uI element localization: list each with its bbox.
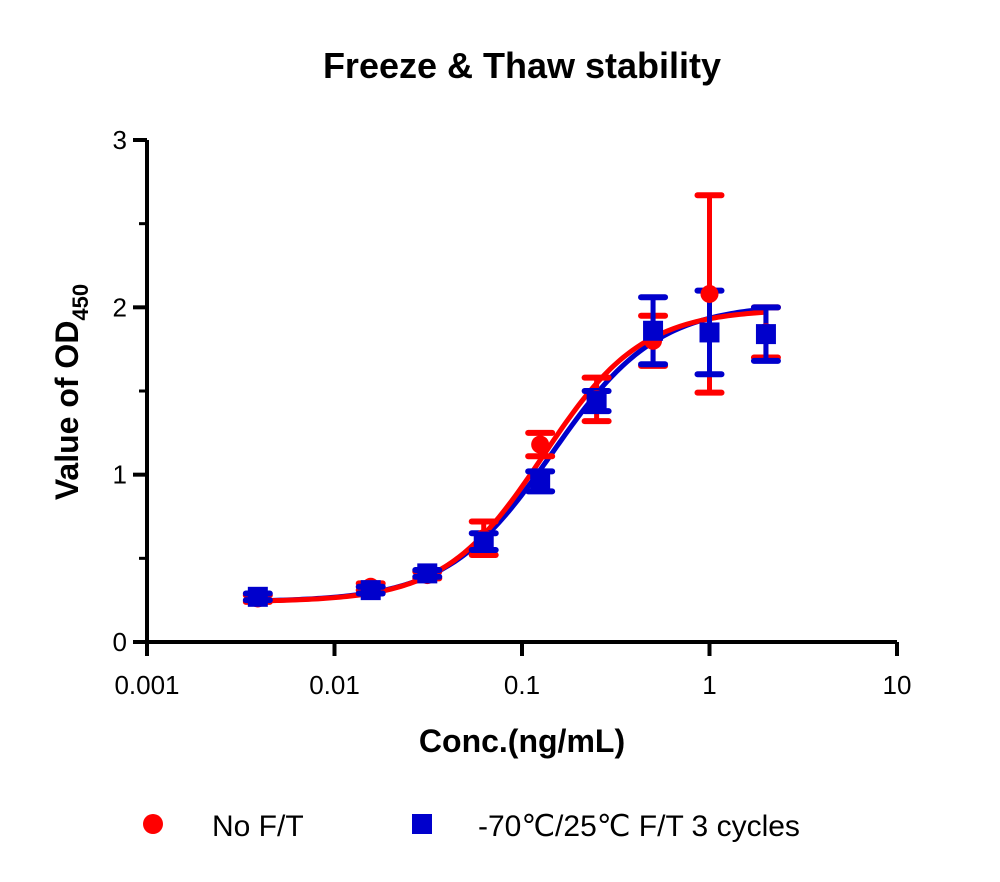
- data-markers: [247, 284, 776, 608]
- data-point-circle: [700, 284, 719, 303]
- data-point-square: [699, 322, 720, 343]
- x-tick-label: 0.01: [309, 670, 360, 700]
- x-tick-label: 0.001: [114, 670, 179, 700]
- data-point-square: [360, 580, 381, 601]
- legend-label: No F/T: [212, 810, 304, 843]
- x-axis-label: Conc.(ng/mL): [419, 723, 625, 759]
- data-point-square: [643, 320, 664, 341]
- fit-curves: [257, 306, 767, 604]
- data-point-circle: [531, 435, 550, 454]
- fit-curve: [257, 306, 767, 604]
- x-tick-label: 1: [702, 670, 716, 700]
- x-tick-label: 10: [883, 670, 912, 700]
- y-tick-label: 0: [113, 627, 127, 657]
- data-point-square: [247, 586, 268, 607]
- y-tick-label: 2: [113, 292, 127, 322]
- legend: No F/T -70℃/25℃ F/T 3 cycles: [143, 810, 800, 843]
- y-axis-label: Value of OD450: [49, 284, 93, 500]
- y-axis-label-subscript: 450: [68, 284, 93, 321]
- y-axis-label-group: Value of OD450: [49, 284, 93, 500]
- axes: 0 1 2 3 0.001 0.01 0.1 1 10: [113, 125, 912, 700]
- y-tick-label: 3: [113, 125, 127, 155]
- data-point-square: [417, 563, 438, 584]
- data-point-square: [586, 391, 607, 412]
- data-point-square: [473, 531, 494, 552]
- x-tick-label: 0.1: [504, 670, 540, 700]
- error-bars: [242, 192, 781, 605]
- chart-title: Freeze & Thaw stability: [323, 45, 721, 86]
- legend-marker-square: [412, 814, 432, 834]
- data-point-square: [530, 471, 551, 492]
- y-tick-label: 1: [113, 460, 127, 490]
- legend-marker-circle: [143, 814, 163, 834]
- fit-curve: [257, 309, 767, 604]
- data-point-square: [755, 324, 776, 345]
- y-axis-label-main: Value of OD: [49, 321, 85, 501]
- legend-label: -70℃/25℃ F/T 3 cycles: [478, 810, 800, 843]
